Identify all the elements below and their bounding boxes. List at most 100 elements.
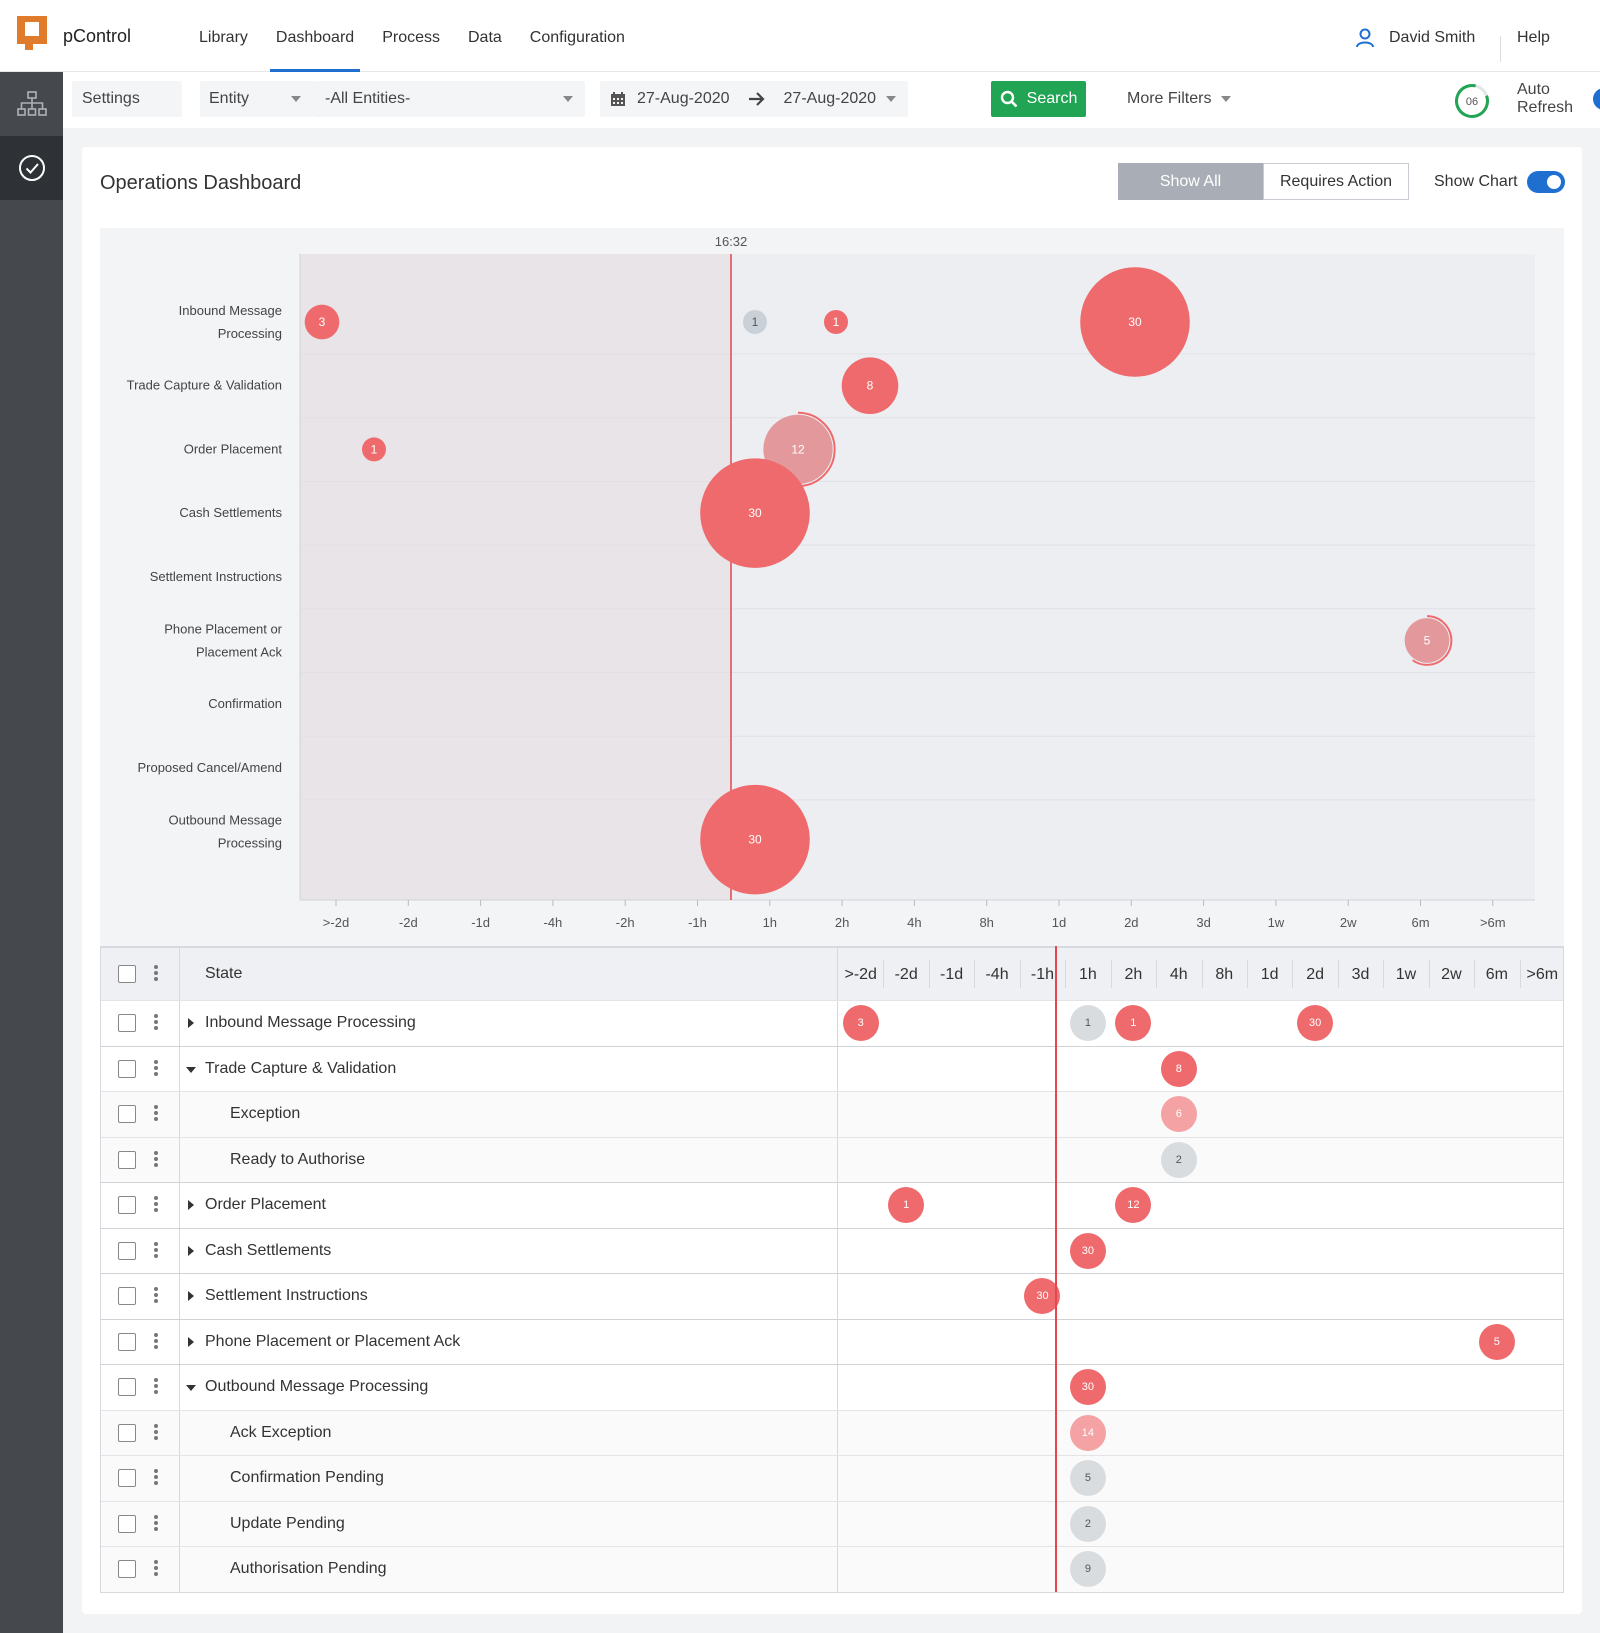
- row-more-icon[interactable]: [153, 1104, 159, 1124]
- count-bubble[interactable]: 14: [1069, 1414, 1106, 1451]
- nav-process[interactable]: Process: [382, 29, 440, 46]
- table-row[interactable]: Phone Placement or Placement Ack 5: [101, 1318, 1563, 1364]
- row-more-icon[interactable]: [153, 1377, 159, 1397]
- count-bubble[interactable]: 8: [1160, 1050, 1197, 1087]
- row-more-icon[interactable]: [153, 1059, 159, 1079]
- row-checkbox[interactable]: [118, 1150, 136, 1169]
- time-column-header[interactable]: 1w: [1395, 966, 1417, 983]
- row-more-icon[interactable]: [153, 1423, 159, 1443]
- time-column-header[interactable]: -4h: [985, 966, 1009, 983]
- table-row[interactable]: Exception 6: [101, 1091, 1563, 1137]
- more-filters-dropdown[interactable]: More Filters: [1127, 81, 1232, 117]
- header-more-icon[interactable]: [153, 964, 159, 984]
- row-checkbox[interactable]: [118, 1105, 136, 1124]
- count-bubble[interactable]: 9: [1069, 1551, 1106, 1588]
- row-checkbox[interactable]: [118, 1196, 136, 1215]
- row-checkbox[interactable]: [118, 1423, 136, 1442]
- count-bubble[interactable]: 30: [1069, 1369, 1106, 1406]
- time-column-header[interactable]: 2d: [1306, 966, 1324, 983]
- row-more-icon[interactable]: [153, 1332, 159, 1352]
- time-column-header[interactable]: -1h: [1030, 966, 1055, 983]
- collapse-caret-icon[interactable]: [185, 1066, 197, 1074]
- row-more-icon[interactable]: [153, 1241, 159, 1261]
- count-bubble[interactable]: 30: [1069, 1232, 1106, 1269]
- show-all-button[interactable]: Show All: [1118, 163, 1263, 200]
- table-row[interactable]: Ready to Authorise 2: [101, 1136, 1563, 1182]
- row-checkbox[interactable]: [118, 1241, 136, 1260]
- row-checkbox[interactable]: [118, 1469, 136, 1488]
- row-more-icon[interactable]: [153, 1514, 159, 1534]
- table-row[interactable]: Ack Exception 14: [101, 1409, 1563, 1455]
- row-checkbox[interactable]: [118, 1014, 136, 1033]
- time-column-header[interactable]: 2h: [1124, 966, 1143, 983]
- row-more-icon[interactable]: [153, 1013, 159, 1033]
- sidebar-item-dashboard[interactable]: [0, 136, 63, 200]
- row-checkbox[interactable]: [118, 1059, 136, 1078]
- time-column-header[interactable]: -2d: [894, 966, 918, 983]
- table-row[interactable]: Authorisation Pending 9: [101, 1546, 1563, 1592]
- count-bubble[interactable]: 3: [842, 1005, 879, 1042]
- row-more-icon[interactable]: [153, 1559, 159, 1579]
- collapse-caret-icon[interactable]: [185, 1384, 197, 1392]
- time-column-header[interactable]: 1d: [1260, 966, 1279, 983]
- count-bubble[interactable]: 1: [1115, 1005, 1152, 1042]
- row-more-icon[interactable]: [153, 1150, 159, 1170]
- nav-library[interactable]: Library: [199, 29, 248, 46]
- time-column-header[interactable]: 4h: [1169, 966, 1188, 983]
- select-all-checkbox[interactable]: [118, 965, 136, 983]
- table-row[interactable]: Settlement Instructions 30: [101, 1273, 1563, 1319]
- auto-refresh-toggle[interactable]: [1592, 88, 1600, 110]
- count-bubble[interactable]: 5: [1478, 1323, 1515, 1360]
- user-menu[interactable]: David Smith: [1355, 0, 1475, 72]
- nav-configuration[interactable]: Configuration: [529, 29, 625, 46]
- table-row[interactable]: Inbound Message Processing 3 1 1 30: [101, 1000, 1563, 1046]
- search-button[interactable]: Search: [991, 81, 1086, 117]
- entity-value-select[interactable]: -All Entities-: [313, 81, 585, 117]
- expand-caret-icon[interactable]: [187, 1017, 195, 1029]
- nav-dashboard[interactable]: Dashboard: [262, 0, 368, 72]
- expand-caret-icon[interactable]: [187, 1290, 195, 1302]
- count-bubble[interactable]: 12: [1115, 1187, 1152, 1224]
- count-bubble[interactable]: 30: [1024, 1278, 1061, 1315]
- time-column-header[interactable]: 2w: [1441, 966, 1462, 983]
- row-checkbox[interactable]: [118, 1560, 136, 1579]
- show-chart-toggle[interactable]: [1526, 170, 1565, 193]
- expand-caret-icon[interactable]: [187, 1245, 195, 1257]
- time-column-header[interactable]: 6m: [1485, 966, 1508, 983]
- count-bubble[interactable]: 5: [1069, 1460, 1106, 1497]
- date-range-picker[interactable]: 27-Aug-2020 27-Aug-2020: [600, 81, 908, 117]
- row-checkbox[interactable]: [118, 1287, 136, 1306]
- time-column-header[interactable]: 3d: [1351, 966, 1370, 983]
- nav-data[interactable]: Data: [467, 29, 502, 46]
- row-checkbox[interactable]: [118, 1332, 136, 1351]
- table-row[interactable]: Update Pending 2: [101, 1500, 1563, 1546]
- expand-caret-icon[interactable]: [187, 1199, 195, 1211]
- count-bubble[interactable]: 1: [888, 1187, 925, 1224]
- requires-action-button[interactable]: Requires Action: [1263, 163, 1409, 200]
- row-more-icon[interactable]: [153, 1286, 159, 1306]
- count-bubble[interactable]: 2: [1069, 1505, 1106, 1542]
- expand-caret-icon[interactable]: [187, 1336, 195, 1348]
- row-more-icon[interactable]: [153, 1195, 159, 1215]
- settings-button[interactable]: Settings: [72, 81, 182, 117]
- pcontrol-logo-icon[interactable]: [17, 16, 47, 50]
- row-more-icon[interactable]: [153, 1468, 159, 1488]
- row-checkbox[interactable]: [118, 1378, 136, 1397]
- table-row[interactable]: Confirmation Pending 5: [101, 1455, 1563, 1501]
- entity-type-select[interactable]: Entity: [200, 81, 313, 117]
- table-row[interactable]: Trade Capture & Validation 8: [101, 1045, 1563, 1091]
- time-column-header[interactable]: >6m: [1526, 966, 1559, 983]
- help-link[interactable]: Help: [1517, 29, 1550, 46]
- table-row[interactable]: Cash Settlements 30: [101, 1227, 1563, 1273]
- sidebar-item-hierarchy[interactable]: [0, 72, 63, 136]
- time-column-header[interactable]: -1d: [940, 966, 964, 983]
- time-column-header[interactable]: 8h: [1215, 966, 1234, 983]
- count-bubble[interactable]: 2: [1160, 1141, 1197, 1178]
- count-bubble[interactable]: 1: [1069, 1005, 1106, 1042]
- table-row[interactable]: Outbound Message Processing 30: [101, 1364, 1563, 1410]
- time-column-header[interactable]: 1h: [1079, 966, 1097, 983]
- row-checkbox[interactable]: [118, 1514, 136, 1533]
- count-bubble[interactable]: 30: [1297, 1005, 1334, 1042]
- table-row[interactable]: Order Placement 1 12: [101, 1182, 1563, 1228]
- count-bubble[interactable]: 6: [1160, 1096, 1197, 1133]
